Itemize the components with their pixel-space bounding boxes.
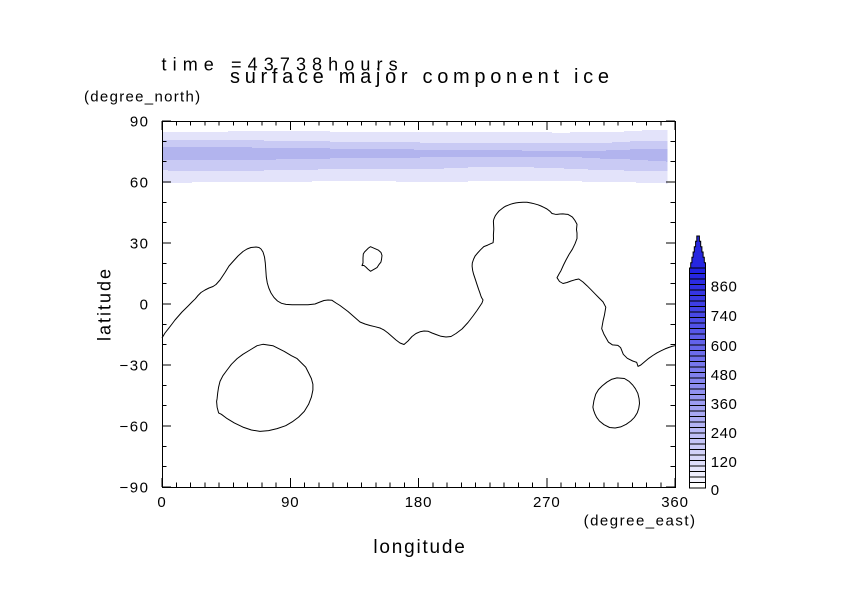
svg-text:surface major component ice: surface major component ice	[230, 66, 614, 88]
svg-text:270: 270	[533, 494, 560, 511]
svg-text:180: 180	[405, 494, 432, 511]
svg-text:−30: −30	[120, 358, 150, 375]
svg-text:(degree_north): (degree_north)	[84, 89, 201, 106]
svg-text:360: 360	[711, 396, 738, 413]
svg-text:360: 360	[661, 494, 688, 511]
svg-text:−90: −90	[120, 480, 150, 497]
svg-text:600: 600	[711, 338, 738, 355]
svg-text:0: 0	[157, 494, 166, 511]
svg-text:90: 90	[130, 114, 150, 131]
svg-text:740: 740	[711, 308, 738, 325]
svg-text:0: 0	[140, 297, 150, 314]
svg-text:480: 480	[711, 367, 738, 384]
svg-text:30: 30	[130, 236, 150, 253]
svg-text:240: 240	[711, 425, 738, 442]
svg-text:longitude: longitude	[373, 537, 466, 558]
svg-text:860: 860	[711, 279, 738, 296]
svg-text:(degree_east): (degree_east)	[584, 513, 697, 530]
svg-text:90: 90	[281, 494, 299, 511]
svg-text:60: 60	[130, 175, 150, 192]
svg-text:0: 0	[711, 482, 720, 499]
svg-text:−60: −60	[120, 419, 150, 436]
svg-text:latitude: latitude	[95, 267, 115, 341]
svg-text:120: 120	[711, 454, 738, 471]
svg-text:time =43738hours: time =43738hours	[162, 55, 404, 75]
